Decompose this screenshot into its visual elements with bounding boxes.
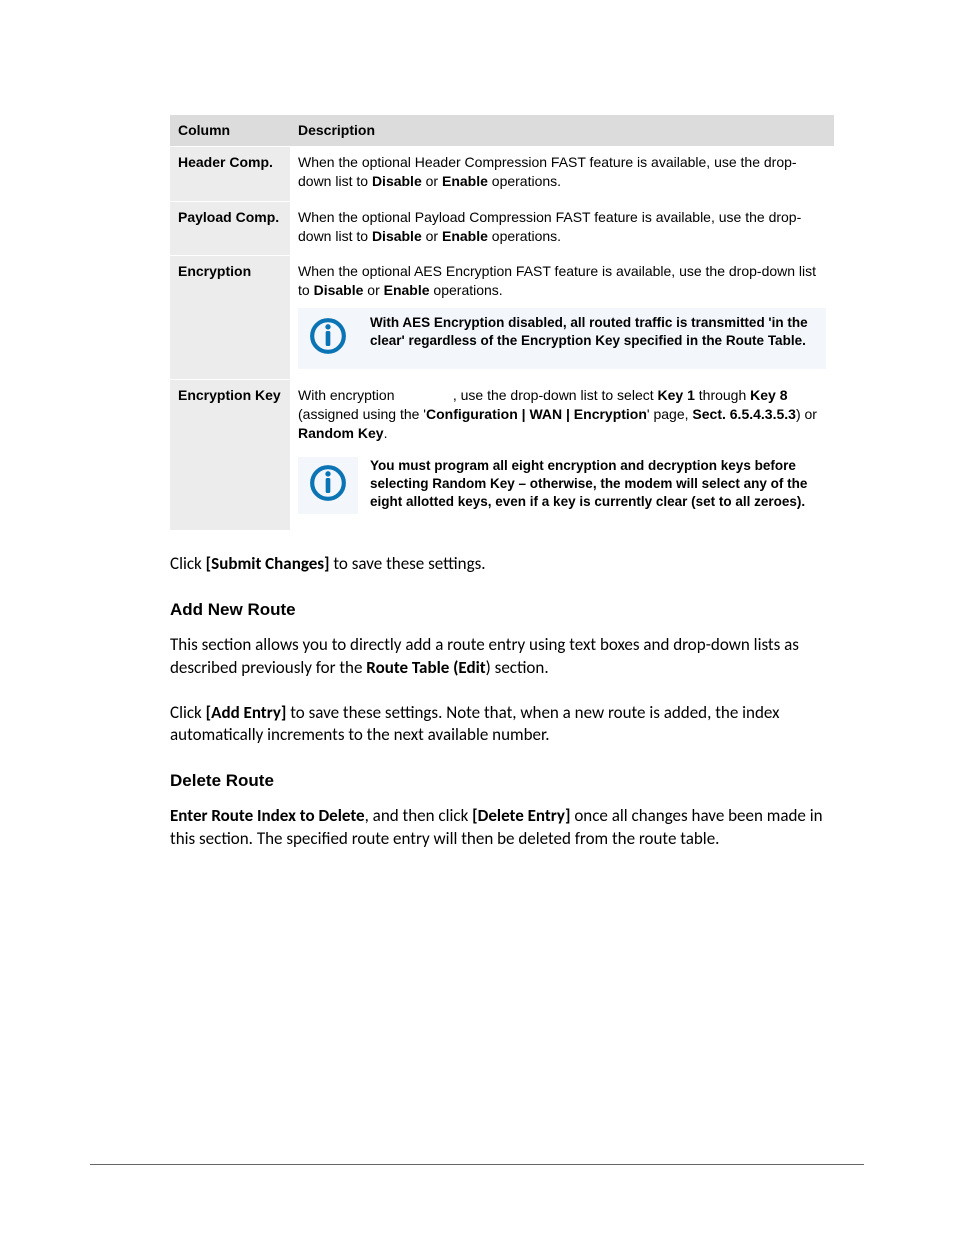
desc-text: operations. xyxy=(488,173,561,189)
note-box: You must program all eight encryption an… xyxy=(298,451,826,520)
bold-route-table-edit: Route Table (Edit xyxy=(366,657,485,678)
body-text: , and then click xyxy=(365,805,473,826)
bold-sect: Sect. 6.5.4.3.5.3 xyxy=(692,406,796,422)
config-table: Column Description Header Comp. When the… xyxy=(170,115,834,531)
bold-disable: Disable xyxy=(372,173,422,189)
col-header-column: Column xyxy=(170,115,290,146)
note-box: With AES Encryption disabled, all routed… xyxy=(298,308,826,369)
desc-text: operations. xyxy=(488,228,561,244)
bold-delete-entry: [Delete Entry] xyxy=(472,805,570,826)
body-text: Click xyxy=(170,702,206,723)
table-row: Encryption When the optional AES Encrypt… xyxy=(170,256,834,380)
delete-route-desc: Enter Route Index to Delete, and then cl… xyxy=(170,805,834,851)
desc-text: operations. xyxy=(430,282,503,298)
desc-text: . xyxy=(384,425,388,441)
page-footer-rule xyxy=(90,1164,864,1165)
note-text: With AES Encryption disabled, all routed… xyxy=(370,314,818,350)
bold-enable: Enable xyxy=(384,282,430,298)
bold-add-entry: [Add Entry] xyxy=(206,702,287,723)
desc-text: ) or xyxy=(796,406,817,422)
add-entry-text: Click [Add Entry] to save these settings… xyxy=(170,702,834,748)
table-row: Header Comp. When the optional Header Co… xyxy=(170,146,834,201)
gap-text xyxy=(398,387,452,403)
page-content: Column Description Header Comp. When the… xyxy=(0,0,954,911)
desc-text: or xyxy=(422,173,442,189)
row-desc-header-comp: When the optional Header Compression FAS… xyxy=(290,146,834,201)
bold-enable: Enable xyxy=(442,173,488,189)
table-header-row: Column Description xyxy=(170,115,834,146)
row-label-encryption: Encryption xyxy=(170,256,290,380)
desc-text: With encryption xyxy=(298,387,398,403)
table-row: Payload Comp. When the optional Payload … xyxy=(170,201,834,256)
table-row: Encryption Key With encryption , use the… xyxy=(170,380,834,531)
bold-disable: Disable xyxy=(314,282,364,298)
desc-text: through xyxy=(695,387,750,403)
bold-key8: Key 8 xyxy=(750,387,787,403)
bold-enter-route-index: Enter Route Index to Delete xyxy=(170,805,365,826)
body-text: Click xyxy=(170,553,206,574)
desc-text: (assigned using the ' xyxy=(298,406,426,422)
col-header-description: Description xyxy=(290,115,834,146)
bold-enable: Enable xyxy=(442,228,488,244)
bold-submit-changes: [Submit Changes] xyxy=(206,553,330,574)
row-desc-encryption-key: With encryption , use the drop-down list… xyxy=(290,380,834,531)
row-label-payload-comp: Payload Comp. xyxy=(170,201,290,256)
submit-changes-text: Click [Submit Changes] to save these set… xyxy=(170,553,834,576)
row-desc-payload-comp: When the optional Payload Compression FA… xyxy=(290,201,834,256)
row-label-encryption-key: Encryption Key xyxy=(170,380,290,531)
heading-add-new-route: Add New Route xyxy=(170,600,834,620)
heading-delete-route: Delete Route xyxy=(170,771,834,791)
desc-text: or xyxy=(422,228,442,244)
note-text: You must program all eight encryption an… xyxy=(370,457,818,512)
body-text: to save these settings. xyxy=(330,553,486,574)
alert-icon xyxy=(298,457,358,514)
bold-key1: Key 1 xyxy=(658,387,695,403)
desc-text: ' page, xyxy=(647,406,693,422)
desc-text: , use the drop-down list to select xyxy=(453,387,658,403)
bold-random-key: Random Key xyxy=(298,425,384,441)
body-text: ) section. xyxy=(486,657,549,678)
bold-config-path: Configuration | WAN | Encryption xyxy=(426,406,647,422)
alert-icon xyxy=(306,314,358,363)
add-route-desc: This section allows you to directly add … xyxy=(170,634,834,680)
row-label-header-comp: Header Comp. xyxy=(170,146,290,201)
desc-text: or xyxy=(363,282,383,298)
row-desc-encryption: When the optional AES Encryption FAST fe… xyxy=(290,256,834,380)
bold-disable: Disable xyxy=(372,228,422,244)
